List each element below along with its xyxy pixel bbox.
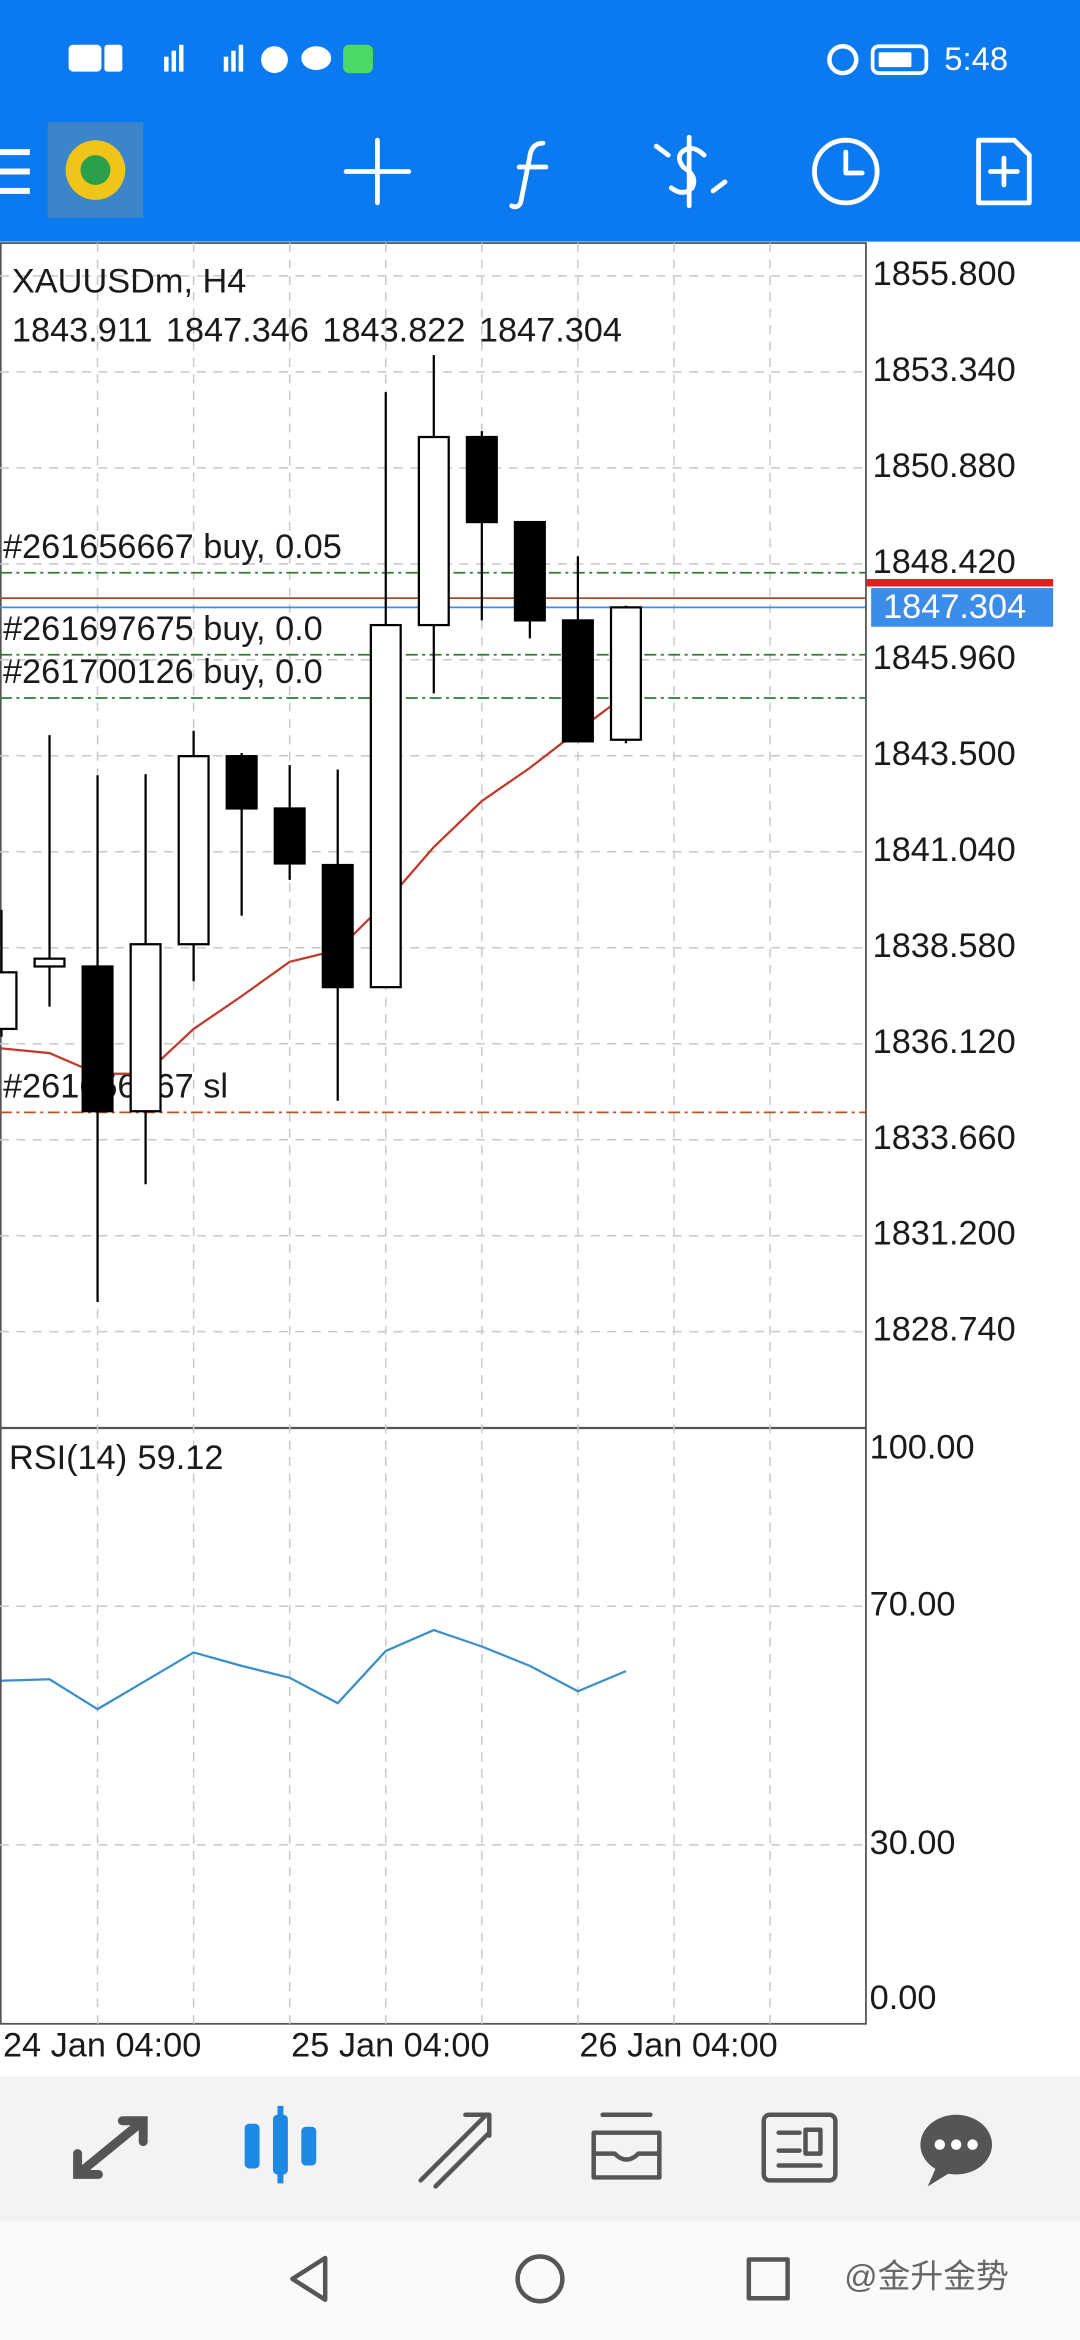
system-nav — [0, 2222, 1080, 2340]
indicator-tick-label: 30.00 — [870, 1824, 956, 1862]
ask-marker — [866, 579, 1054, 587]
order-label: #261700126 buy, 0.0 — [3, 653, 323, 691]
candle-body — [225, 755, 258, 810]
y-tick-label: 1828.740 — [873, 1311, 1016, 1349]
app-logo — [47, 122, 144, 218]
candle-body — [417, 435, 450, 627]
candle-body — [609, 606, 642, 741]
menu-button[interactable] — [0, 149, 30, 194]
indicator-tick-label: 100.00 — [870, 1429, 975, 1467]
y-tick-label: 1853.340 — [873, 351, 1016, 389]
order-label: #261656667 buy, 0.05 — [3, 528, 342, 566]
candle-body — [177, 755, 210, 946]
app-bar — [0, 0, 1080, 242]
indicator-tick-label: 0.00 — [870, 1979, 937, 2017]
y-tick-label: 1845.960 — [873, 639, 1016, 677]
indicator-line — [1, 1628, 627, 1711]
y-tick-label: 1836.120 — [873, 1023, 1016, 1061]
y-tick-label: 1855.800 — [873, 255, 1016, 293]
ohlc-header: 1843.911 1847.346 1843.822 1847.304 — [12, 312, 622, 350]
candle-body — [273, 807, 306, 865]
candle-body — [369, 623, 402, 989]
candle-body — [129, 943, 162, 1113]
indicator-tick-label: 70.00 — [870, 1585, 956, 1623]
candle-body — [465, 435, 498, 524]
y-tick-label: 1838.580 — [873, 927, 1016, 965]
indicator-label: RSI(14) 59.12 — [9, 1439, 223, 1477]
candle-body — [33, 957, 66, 968]
indicator-name: RSI(14) — [9, 1439, 127, 1477]
history-tab[interactable] — [591, 2112, 662, 2180]
candle-body — [513, 520, 546, 622]
quotes-tab[interactable] — [73, 2116, 148, 2179]
y-tick-label: 1843.500 — [873, 735, 1016, 773]
y-tick-label: 1831.200 — [873, 1215, 1016, 1253]
recents-button[interactable] — [746, 2257, 790, 2301]
bid-box — [871, 587, 1054, 627]
ohlc-open: 1843.911 — [12, 312, 153, 350]
indicator-value: 59.12 — [138, 1439, 224, 1477]
x-tick-label: 26 Jan 04:00 — [579, 2027, 777, 2065]
new-order-button[interactable] — [976, 137, 1032, 206]
x-tick-label: 24 Jan 04:00 — [3, 2027, 201, 2065]
ohlc-close: 1847.304 — [479, 312, 622, 350]
trade-button[interactable] — [653, 134, 728, 209]
chat-tab[interactable] — [920, 2114, 992, 2187]
indicators-button[interactable] — [509, 140, 549, 210]
candle-body — [321, 863, 354, 989]
plot: 1855.800 1853.340 1850.880 1848.420 1845.960… — [0, 243, 1054, 2065]
bottom-nav — [0, 2076, 1080, 2223]
trade-tab[interactable] — [418, 2112, 492, 2189]
news-tab[interactable] — [761, 2112, 838, 2183]
ohlc-high: 1847.346 — [166, 312, 309, 350]
home-button[interactable] — [515, 2254, 565, 2304]
period-button[interactable] — [812, 137, 880, 206]
candle-body — [0, 971, 18, 1031]
status-icons — [68, 43, 929, 76]
candle-body — [81, 965, 114, 1113]
chart-tab[interactable] — [244, 2105, 317, 2184]
watermark: @金升金势 — [844, 2258, 1009, 2295]
ohlc-low: 1843.822 — [322, 312, 465, 350]
bid-label: 1847.304 — [883, 588, 1026, 626]
y-tick-label: 1841.040 — [873, 831, 1016, 869]
y-tick-label: 1850.880 — [873, 447, 1016, 485]
y-tick-label: 1833.660 — [873, 1119, 1016, 1157]
back-button[interactable] — [290, 2255, 328, 2302]
candle-body — [561, 619, 594, 743]
chart-title: XAUUSDm, H4 — [12, 262, 246, 300]
x-tick-label: 25 Jan 04:00 — [291, 2027, 489, 2065]
crosshair-button[interactable] — [343, 137, 412, 206]
order-label: #261697675 buy, 0.0 — [3, 610, 323, 648]
status-time: 5:48 — [944, 40, 1008, 77]
y-tick-label: 1848.420 — [873, 543, 1016, 581]
